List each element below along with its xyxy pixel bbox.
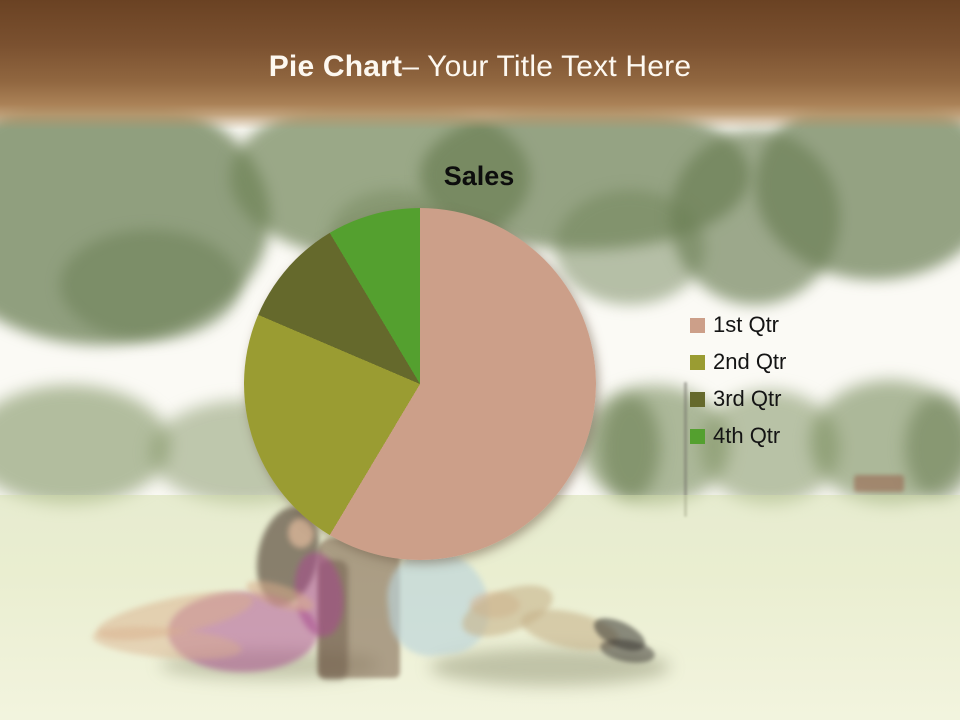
park-bench xyxy=(854,475,904,492)
pie-chart[interactable] xyxy=(244,208,596,560)
legend-label: 4th Qtr xyxy=(713,423,781,448)
legend-label: 2nd Qtr xyxy=(713,349,787,374)
legend-label: 1st Qtr xyxy=(713,312,780,337)
legend-marker xyxy=(690,317,705,333)
legend-item[interactable]: 4th Qtr xyxy=(690,424,786,448)
title-banner xyxy=(0,0,960,130)
slide-title-rest: – Your Title Text Here xyxy=(402,50,692,83)
legend-label: 3rd Qtr xyxy=(713,386,782,411)
lamp-post xyxy=(684,382,687,517)
treeline xyxy=(0,385,170,505)
legend-marker xyxy=(690,354,705,370)
evergreen-tree xyxy=(600,395,660,500)
chart-legend: 1st Qtr 2nd Qtr 3rd Qtr 4th Qtr xyxy=(690,313,786,448)
legend-marker xyxy=(690,391,705,407)
tree-foliage xyxy=(60,230,240,340)
chart-title[interactable]: Sales xyxy=(443,161,515,191)
legend-item[interactable]: 2nd Qtr xyxy=(690,350,786,374)
evergreen-tree xyxy=(905,395,960,500)
legend-marker xyxy=(690,428,705,444)
legend-item[interactable]: 1st Qtr xyxy=(690,313,786,337)
woman-face xyxy=(288,518,314,548)
slide-title-placeholder[interactable]: Pie Chart– Your Title Text Here xyxy=(0,50,960,84)
slide-title-bold: Pie Chart xyxy=(268,50,403,83)
legend-item[interactable]: 3rd Qtr xyxy=(690,387,786,411)
